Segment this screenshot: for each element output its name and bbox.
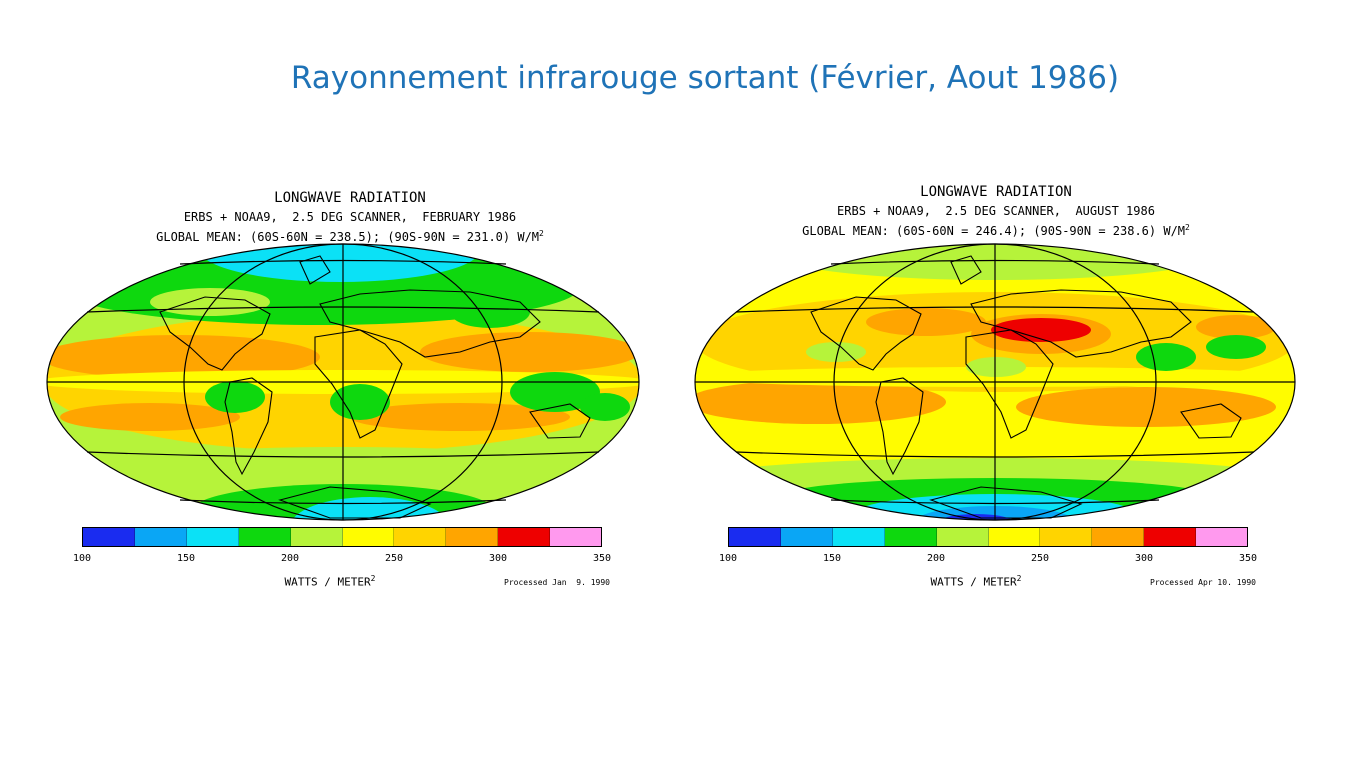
map-panel-august: LONGWAVE RADIATION ERBS + NOAA9, 2.5 DEG… (676, 182, 1316, 602)
color-scale (82, 527, 602, 547)
map-panel-february: LONGWAVE RADIATION ERBS + NOAA9, 2.5 DEG… (30, 182, 670, 602)
scale-swatch (394, 528, 447, 546)
scale-swatch (342, 528, 395, 546)
scale-swatch (1196, 528, 1248, 546)
scale-swatch (290, 528, 343, 546)
scale-swatch (780, 528, 833, 546)
scale-tick: 250 (1030, 553, 1050, 564)
global-mean: GLOBAL MEAN: (60S-60N = 238.5); (90S-90N… (30, 229, 670, 244)
scale-tick: 200 (280, 553, 300, 564)
global-mean-exponent: 2 (539, 229, 544, 238)
map-title: LONGWAVE RADIATION (920, 184, 1072, 200)
scale-unit: WATTS / METER2 (676, 574, 1316, 589)
scale-tick: 350 (1238, 553, 1258, 564)
scale-tick: 100 (72, 553, 92, 564)
processed-date: Processed Jan 9. 1990 (504, 578, 610, 587)
map-subtitle: ERBS + NOAA9, 2.5 DEG SCANNER, AUGUST 19… (837, 204, 1155, 218)
scale-swatch (238, 528, 291, 546)
scale-swatch (134, 528, 187, 546)
scale-swatch (1092, 528, 1145, 546)
scale-unit-exponent: 2 (1016, 574, 1022, 583)
global-mean: GLOBAL MEAN: (60S-60N = 246.4); (90S-90N… (676, 223, 1316, 238)
scale-tick: 150 (176, 553, 196, 564)
map-subtitle: ERBS + NOAA9, 2.5 DEG SCANNER, FEBRUARY … (183, 210, 517, 224)
global-mean-text: GLOBAL MEAN: (60S-60N = 238.5); (90S-90N… (156, 230, 540, 244)
scale-tick: 300 (1134, 553, 1154, 564)
scale-swatch (884, 528, 937, 546)
global-mean-text: GLOBAL MEAN: (60S-60N = 246.4); (90S-90N… (802, 224, 1186, 238)
scale-swatch (550, 528, 602, 546)
map-title: LONGWAVE RADIATION (274, 190, 426, 206)
olr-world-map (46, 243, 640, 521)
scale-unit-exponent: 2 (370, 574, 376, 583)
scale-unit-text: WATTS / METER (930, 575, 1017, 589)
scale-tick: 200 (926, 553, 946, 564)
scale-ticks: 100 150 200 250 300 350 (719, 553, 1257, 567)
slide-title: Rayonnement infrarouge sortant (Février,… (290, 60, 1120, 96)
scale-tick: 350 (592, 553, 612, 564)
scale-swatch (1144, 528, 1197, 546)
scale-tick: 250 (384, 553, 404, 564)
olr-world-map (694, 243, 1296, 521)
color-scale (728, 527, 1248, 547)
scale-unit: WATTS / METER2 (30, 574, 670, 589)
scale-tick: 100 (718, 553, 738, 564)
scale-tick: 300 (488, 553, 508, 564)
processed-date: Processed Apr 10. 1990 (1150, 578, 1256, 587)
global-mean-exponent: 2 (1185, 223, 1190, 232)
scale-swatch (1040, 528, 1093, 546)
scale-swatch (936, 528, 989, 546)
scale-swatch (83, 528, 135, 546)
scale-ticks: 100 150 200 250 300 350 (73, 553, 611, 567)
scale-swatch (729, 528, 781, 546)
scale-swatch (186, 528, 239, 546)
scale-swatch (498, 528, 551, 546)
scale-swatch (988, 528, 1041, 546)
scale-swatch (832, 528, 885, 546)
scale-unit-text: WATTS / METER (284, 575, 371, 589)
scale-swatch (446, 528, 499, 546)
scale-tick: 150 (822, 553, 842, 564)
